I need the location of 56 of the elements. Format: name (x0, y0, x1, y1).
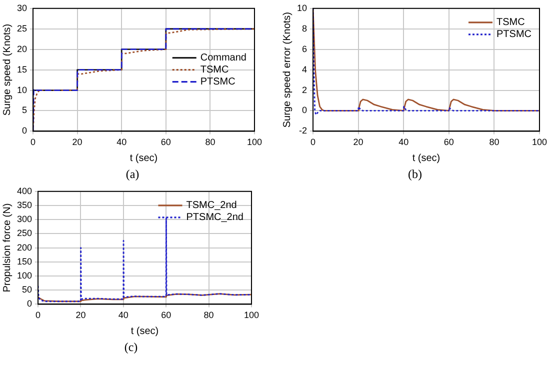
y-tick-label: 100 (16, 270, 32, 280)
y-tick-label: 15 (16, 64, 28, 74)
y-axis-title: Surge speed (Knots) (2, 24, 13, 116)
y-axis-title: Propulsion force (N) (2, 203, 13, 292)
y-tick-label: 4 (302, 64, 308, 74)
text: (c) (123, 340, 139, 355)
x-tick-label: 100 (246, 137, 262, 148)
x-tick-label: 0 (310, 137, 316, 148)
x-tick-label: 60 (444, 137, 454, 148)
y-tick-label: 300 (16, 214, 32, 224)
legend-label: PTSMC (200, 76, 236, 88)
x-tick-label: 40 (116, 137, 127, 148)
legend-label: PTSMC (496, 29, 532, 40)
y-tick-label: -2 (298, 126, 308, 136)
y-tick-label: 6 (302, 44, 308, 54)
x-axis-title: t (sec) (130, 152, 158, 164)
x-tick-label: 20 (353, 137, 364, 148)
y-tick-label: 250 (16, 228, 32, 238)
x-tick-label: 40 (398, 137, 409, 148)
y-tick-label: 0 (302, 105, 308, 116)
x-axis-title: t (sec) (130, 326, 159, 337)
y-tick-label: 25 (16, 23, 28, 34)
x-tick-label: 20 (72, 137, 82, 148)
y-tick-label: 200 (16, 242, 32, 252)
x-tick-label: 60 (160, 137, 171, 148)
y-tick-label: 350 (16, 200, 32, 210)
y-tick-label: 8 (302, 23, 308, 34)
x-tick-label: 80 (205, 137, 216, 148)
y-tick-label: 20 (16, 44, 28, 54)
y-tick-label: 400 (16, 186, 32, 196)
x-tick-label: 80 (489, 137, 500, 148)
x-tick-label: 60 (161, 310, 172, 320)
y-tick-label: 5 (22, 105, 28, 116)
x-tick-label: 100 (532, 137, 548, 148)
y-tick-label: 150 (16, 256, 32, 266)
y-tick-label: 0 (22, 126, 28, 136)
y-tick-label: 30 (16, 2, 28, 13)
x-tick-label: 20 (76, 310, 86, 320)
y-tick-label: 2 (302, 84, 308, 95)
legend-label: Command (200, 52, 247, 64)
legend-label: TSMC_2nd (186, 200, 237, 212)
x-tick-label: 80 (204, 310, 214, 320)
y-tick-label: 50 (22, 284, 32, 295)
x-tick-label: 100 (244, 310, 260, 320)
text: (a) (124, 167, 140, 182)
x-tick-label: 0 (36, 310, 41, 320)
legend-label: TSMC (496, 17, 525, 28)
x-axis-title: t (sec) (412, 152, 440, 164)
y-axis-title: Surge speed error (Knots) (282, 12, 293, 128)
legend-label: TSMC (200, 64, 229, 76)
legend-label: PTSMC_2nd (186, 212, 244, 224)
y-tick-label: 10 (296, 2, 308, 13)
text: (b) (407, 167, 423, 182)
x-tick-label: 40 (118, 310, 128, 320)
y-tick-label: 10 (16, 84, 28, 95)
y-tick-label: 0 (27, 298, 32, 309)
